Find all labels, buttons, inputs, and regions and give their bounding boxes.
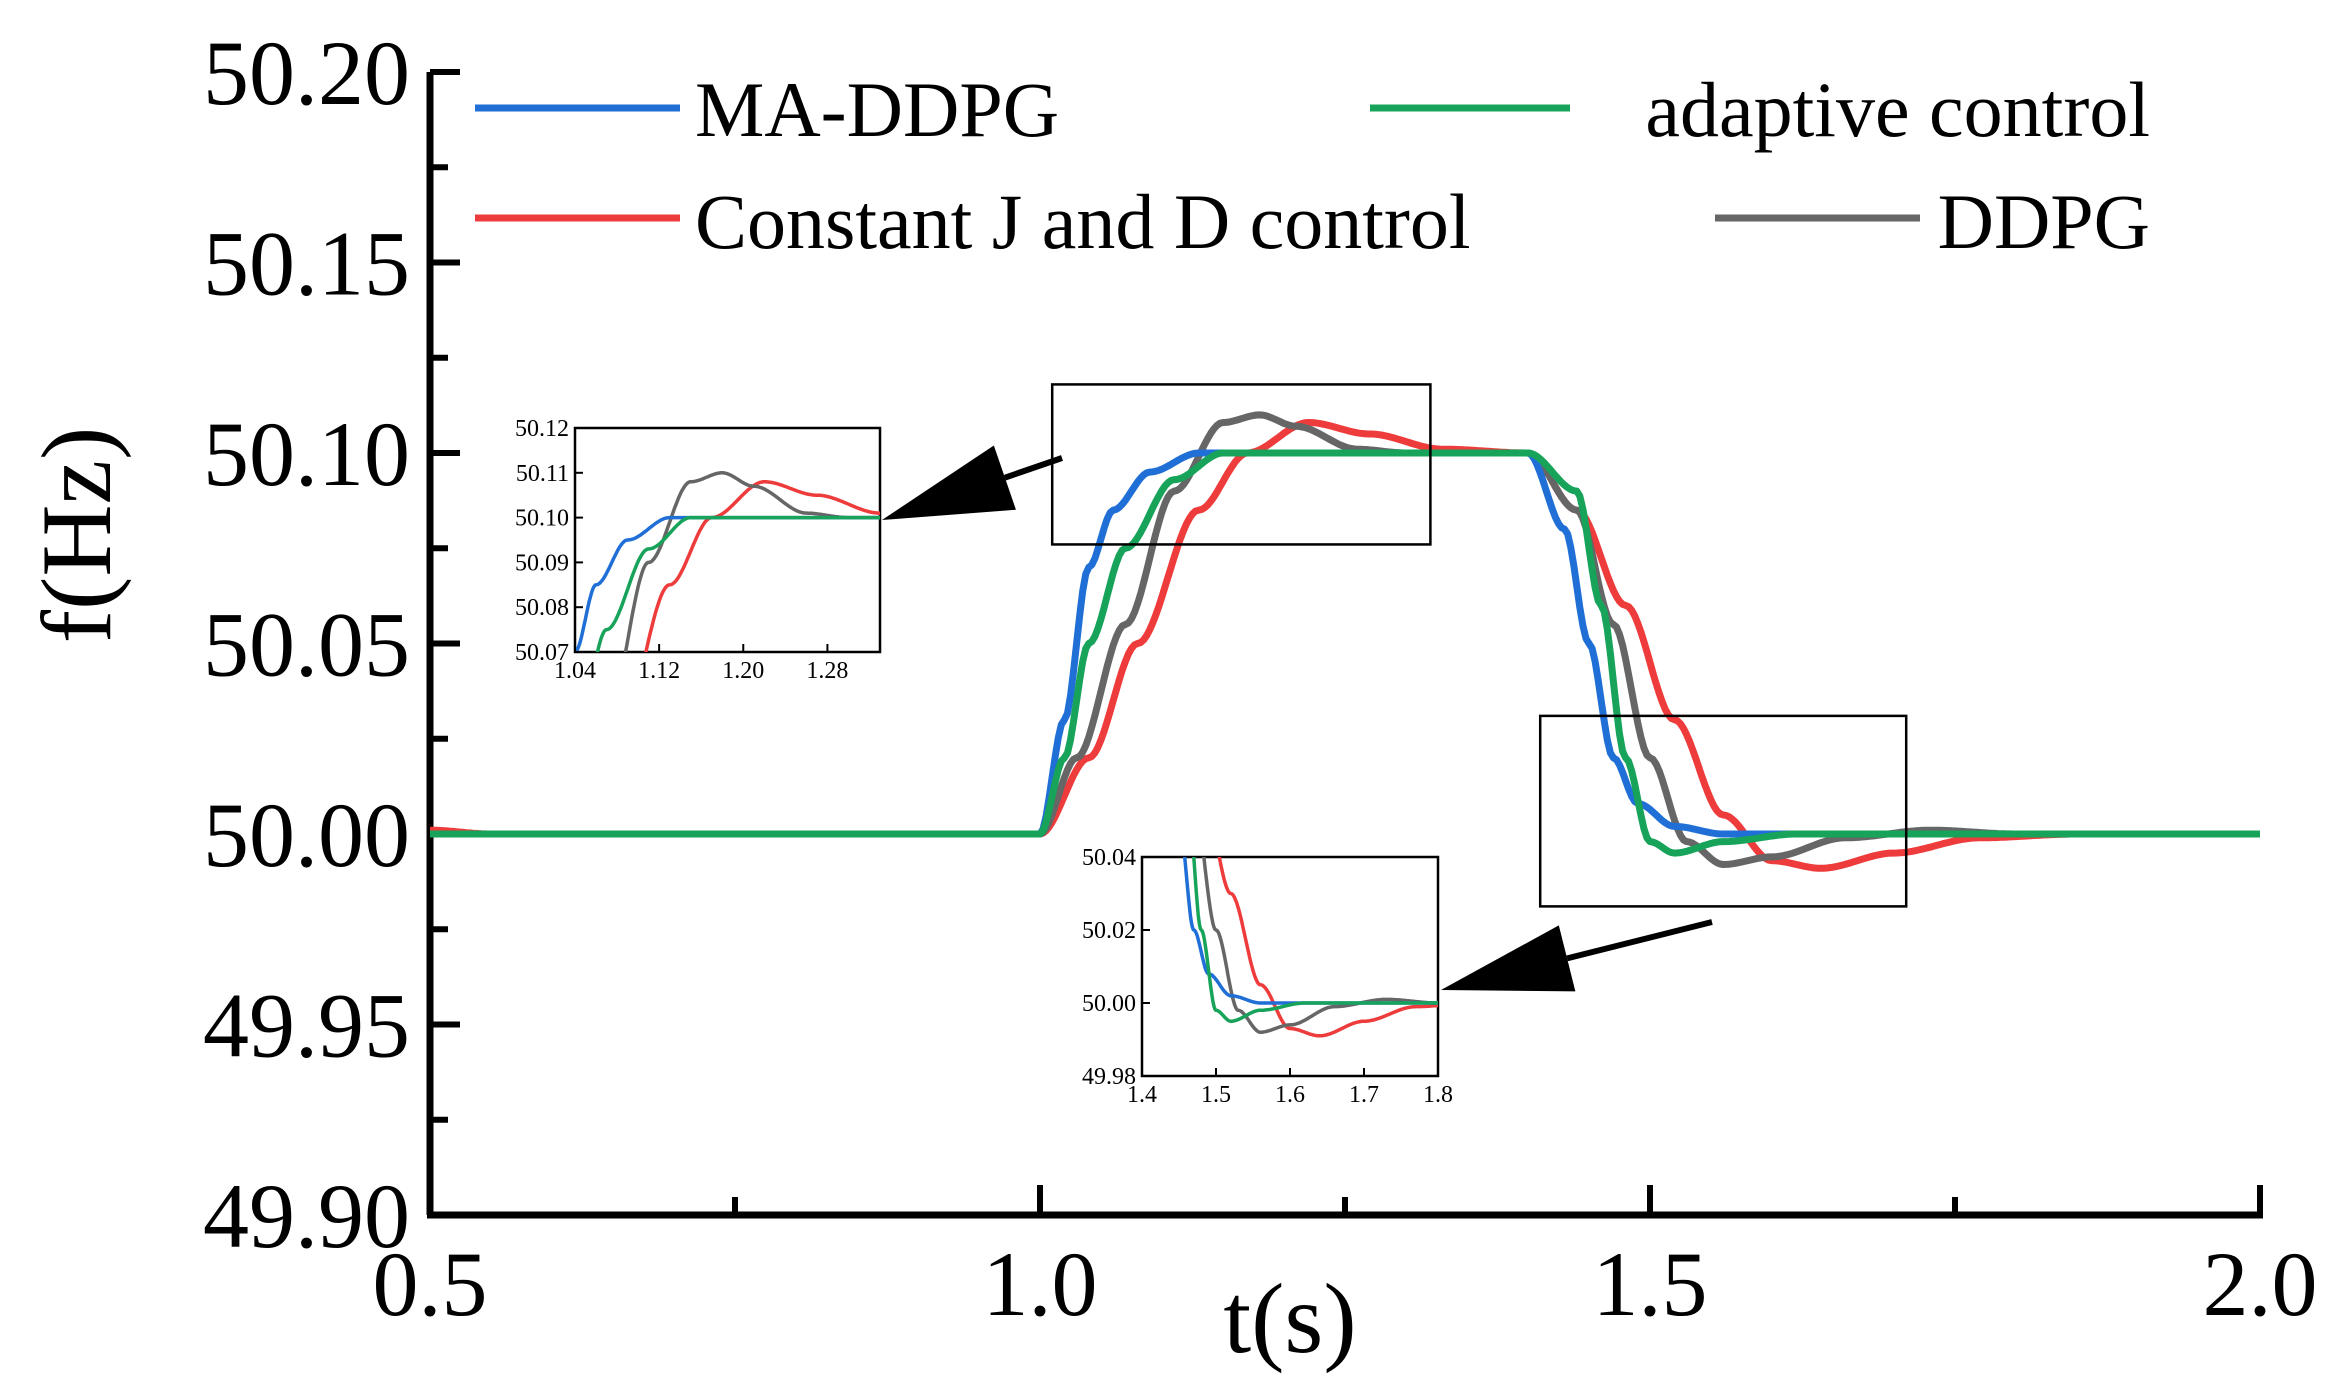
inset-series-line [1192,857,1438,1024]
y-tick-label: 49.95 [203,975,410,1077]
inset-frame [573,426,882,654]
inset-series-line [644,480,880,652]
x-tick-label: 0.5 [373,1233,488,1335]
legend-label: Constant J and D control [695,178,1471,265]
zoom-arrow-shaft [1003,455,1063,481]
inset-plot: 1.4 1.5 1.6 1.7 1.8 49.98 50.00 50.02 50.04 [1082,845,1453,1108]
legend-label: adaptive control [1645,66,2150,153]
y-tick-label: 49.90 [203,1165,410,1267]
zoom-arrow-head [1441,925,1576,992]
x-axis-label: t(s) [1223,1263,1356,1374]
inset-x-tick-label: 1.20 [722,658,764,684]
inset-x-tick-label: 1.12 [638,658,680,684]
legend-label: MA-DDPG [695,66,1059,153]
inset-y-tick-label: 50.08 [515,595,569,621]
inset-x-tick-label: 1.5 [1201,1082,1231,1108]
inset-y-tick-label: 49.98 [1082,1064,1136,1090]
inset-y-tick-label: 50.11 [516,461,569,487]
inset-y-tick-label: 50.10 [515,506,569,532]
zoom-region-box [1538,714,1908,908]
inset-x-tick-label: 1.4 [1127,1082,1157,1108]
inset-x-tick-label: 1.28 [806,658,848,684]
legend-label: DDPG [1938,178,2150,265]
y-axis-label: f(Hz) [21,427,132,644]
series-line [429,449,2261,857]
y-tick-label: 50.20 [203,22,410,124]
y-tick-label: 50.05 [203,594,410,696]
inset-plot: 1.04 1.12 1.20 1.28 50.07 50.08 50.09 50.10 50.1… [515,416,882,684]
inset-x-tick-label: 1.8 [1423,1082,1453,1108]
y-tick-label: 50.10 [203,403,410,505]
inset-y-tick-label: 50.00 [1082,991,1136,1017]
inset-curves [1182,857,1438,1038]
inset-y-tick-label: 50.07 [515,640,569,666]
zoom-arrow-head [882,445,1016,520]
inset-x-tick-label: 1.6 [1275,1082,1305,1108]
inset-y-tick-label: 50.12 [515,416,569,442]
x-tick-label: 1.5 [1593,1233,1708,1335]
inset-y-tick-label: 50.09 [515,550,569,576]
x-tick-label: 2.0 [2203,1233,2318,1335]
inset-x-tick-label: 1.04 [554,658,596,684]
y-tick-label: 50.00 [203,784,410,886]
inset-series-line [1217,857,1438,1038]
inset-series-line [623,471,880,652]
inset-curves [575,471,880,652]
inset-y-tick-label: 50.04 [1082,845,1136,871]
inset-series-line [1202,857,1438,1034]
inset-x-tick-label: 1.7 [1349,1082,1379,1108]
inset-series-line [595,515,880,652]
plot-area: 49.90 49.95 50.00 50.05 50.10 50.15 50.20 0.5 1.… [203,22,2318,1335]
inset-y-tick-label: 50.02 [1082,918,1136,944]
x-tick-label: 1.0 [983,1233,1098,1335]
zoom-arrow-shaft [1566,919,1713,962]
y-tick-label: 50.15 [203,213,410,315]
